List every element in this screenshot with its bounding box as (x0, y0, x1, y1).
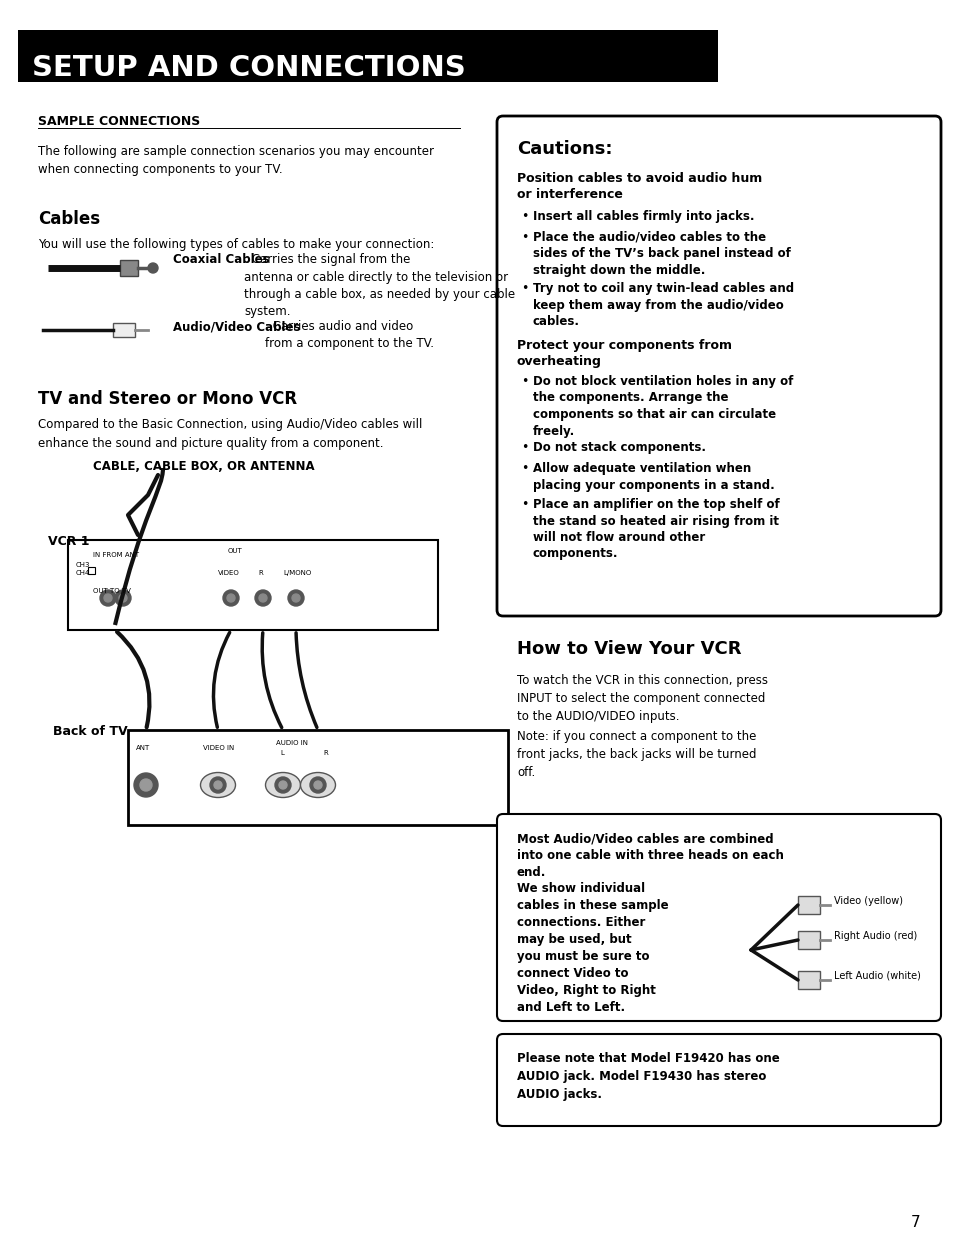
Text: Do not stack components.: Do not stack components. (533, 441, 705, 454)
Text: OUT TO TV: OUT TO TV (92, 588, 131, 594)
Text: TV and Stereo or Mono VCR: TV and Stereo or Mono VCR (38, 390, 296, 408)
Text: Allow adequate ventilation when
placing your components in a stand.: Allow adequate ventilation when placing … (533, 462, 774, 492)
Text: The following are sample connection scenarios you may encounter
when connecting : The following are sample connection scen… (38, 144, 434, 177)
Circle shape (133, 773, 158, 797)
Text: Cables: Cables (38, 210, 100, 228)
Ellipse shape (200, 773, 235, 798)
Text: To watch the VCR in this connection, press
INPUT to select the component connect: To watch the VCR in this connection, pre… (517, 674, 767, 722)
Text: L/MONO: L/MONO (283, 571, 311, 576)
Text: ANT: ANT (136, 745, 150, 751)
Ellipse shape (265, 773, 300, 798)
Text: You will use the following types of cables to make your connection:: You will use the following types of cabl… (38, 238, 434, 251)
Text: R: R (323, 750, 328, 756)
Text: Back of TV: Back of TV (53, 725, 128, 739)
Circle shape (100, 590, 116, 606)
Bar (797, 931, 820, 948)
Circle shape (274, 777, 291, 793)
Circle shape (258, 594, 267, 601)
Circle shape (310, 777, 326, 793)
Text: R: R (257, 571, 262, 576)
Bar (112, 324, 135, 337)
Bar (128, 730, 507, 825)
Text: : Carries the signal from the
antenna or cable directly to the television or
thr: : Carries the signal from the antenna or… (244, 253, 515, 319)
Circle shape (278, 781, 287, 789)
Text: Right Audio (red): Right Audio (red) (833, 931, 916, 941)
Circle shape (115, 590, 131, 606)
Text: Insert all cables firmly into jacks.: Insert all cables firmly into jacks. (533, 210, 754, 224)
Ellipse shape (300, 773, 335, 798)
Bar (797, 897, 820, 914)
Bar (88, 567, 95, 574)
Text: Place an amplifier on the top shelf of
the stand so heated air rising from it
wi: Place an amplifier on the top shelf of t… (533, 498, 779, 561)
Text: •: • (520, 231, 528, 245)
Text: Position cables to avoid audio hum
or interference: Position cables to avoid audio hum or in… (517, 172, 761, 201)
Text: : Carries audio and video
from a component to the TV.: : Carries audio and video from a compone… (265, 320, 434, 351)
Circle shape (288, 590, 304, 606)
Text: Left Audio (white): Left Audio (white) (833, 971, 920, 981)
Text: •: • (520, 462, 528, 475)
Text: SETUP AND CONNECTIONS: SETUP AND CONNECTIONS (32, 54, 465, 82)
Circle shape (314, 781, 322, 789)
Text: VIDEO: VIDEO (218, 571, 239, 576)
Text: Coaxial Cables: Coaxial Cables (172, 253, 270, 266)
Bar (68, 540, 437, 630)
Text: IN FROM ANT: IN FROM ANT (92, 552, 139, 558)
Text: Please note that Model F19420 has one
AUDIO jack. Model F19430 has stereo
AUDIO : Please note that Model F19420 has one AU… (517, 1052, 779, 1100)
Text: Do not block ventilation holes in any of
the components. Arrange the
components : Do not block ventilation holes in any of… (533, 375, 793, 437)
Circle shape (254, 590, 271, 606)
Text: How to View Your VCR: How to View Your VCR (517, 640, 740, 658)
Text: Compared to the Basic Connection, using Audio/Video cables will
enhance the soun: Compared to the Basic Connection, using … (38, 417, 422, 450)
Text: Most Audio/Video cables are combined
into one cable with three heads on each
end: Most Audio/Video cables are combined int… (517, 832, 783, 879)
Text: Video (yellow): Video (yellow) (833, 897, 902, 906)
FancyBboxPatch shape (497, 814, 940, 1021)
Circle shape (119, 594, 127, 601)
Text: OUT: OUT (228, 548, 242, 555)
Text: Note: if you connect a component to the
front jacks, the back jacks will be turn: Note: if you connect a component to the … (517, 730, 756, 779)
Circle shape (292, 594, 299, 601)
Circle shape (104, 594, 112, 601)
Text: •: • (520, 282, 528, 295)
Circle shape (213, 781, 222, 789)
Text: CH4: CH4 (76, 571, 91, 576)
Text: Try not to coil any twin-lead cables and
keep them away from the audio/video
cab: Try not to coil any twin-lead cables and… (533, 282, 793, 329)
Text: VCR 1: VCR 1 (48, 535, 90, 548)
Bar (18, 30, 718, 82)
Text: 7: 7 (910, 1215, 920, 1230)
Text: •: • (520, 441, 528, 454)
Text: Place the audio/video cables to the
sides of the TV’s back panel instead of
stra: Place the audio/video cables to the side… (533, 231, 790, 277)
Text: •: • (520, 210, 528, 224)
Bar (120, 261, 138, 275)
FancyBboxPatch shape (497, 1034, 940, 1126)
Text: CABLE, CABLE BOX, OR ANTENNA: CABLE, CABLE BOX, OR ANTENNA (92, 459, 314, 473)
Circle shape (140, 779, 152, 790)
Text: SAMPLE CONNECTIONS: SAMPLE CONNECTIONS (38, 115, 200, 128)
Text: VIDEO IN: VIDEO IN (203, 745, 234, 751)
Text: We show individual
cables in these sample
connections. Either
may be used, but
y: We show individual cables in these sampl… (517, 882, 668, 1014)
Circle shape (227, 594, 234, 601)
Bar (797, 971, 820, 989)
Text: CH3: CH3 (76, 562, 91, 568)
Circle shape (210, 777, 226, 793)
Text: AUDIO IN: AUDIO IN (275, 740, 308, 746)
Text: •: • (520, 498, 528, 511)
Circle shape (223, 590, 239, 606)
Text: L: L (280, 750, 284, 756)
Text: •: • (520, 375, 528, 388)
FancyBboxPatch shape (497, 116, 940, 616)
Text: Protect your components from
overheating: Protect your components from overheating (517, 338, 731, 368)
Text: Audio/Video Cables: Audio/Video Cables (172, 320, 300, 333)
Text: Cautions:: Cautions: (517, 140, 612, 158)
Circle shape (148, 263, 158, 273)
